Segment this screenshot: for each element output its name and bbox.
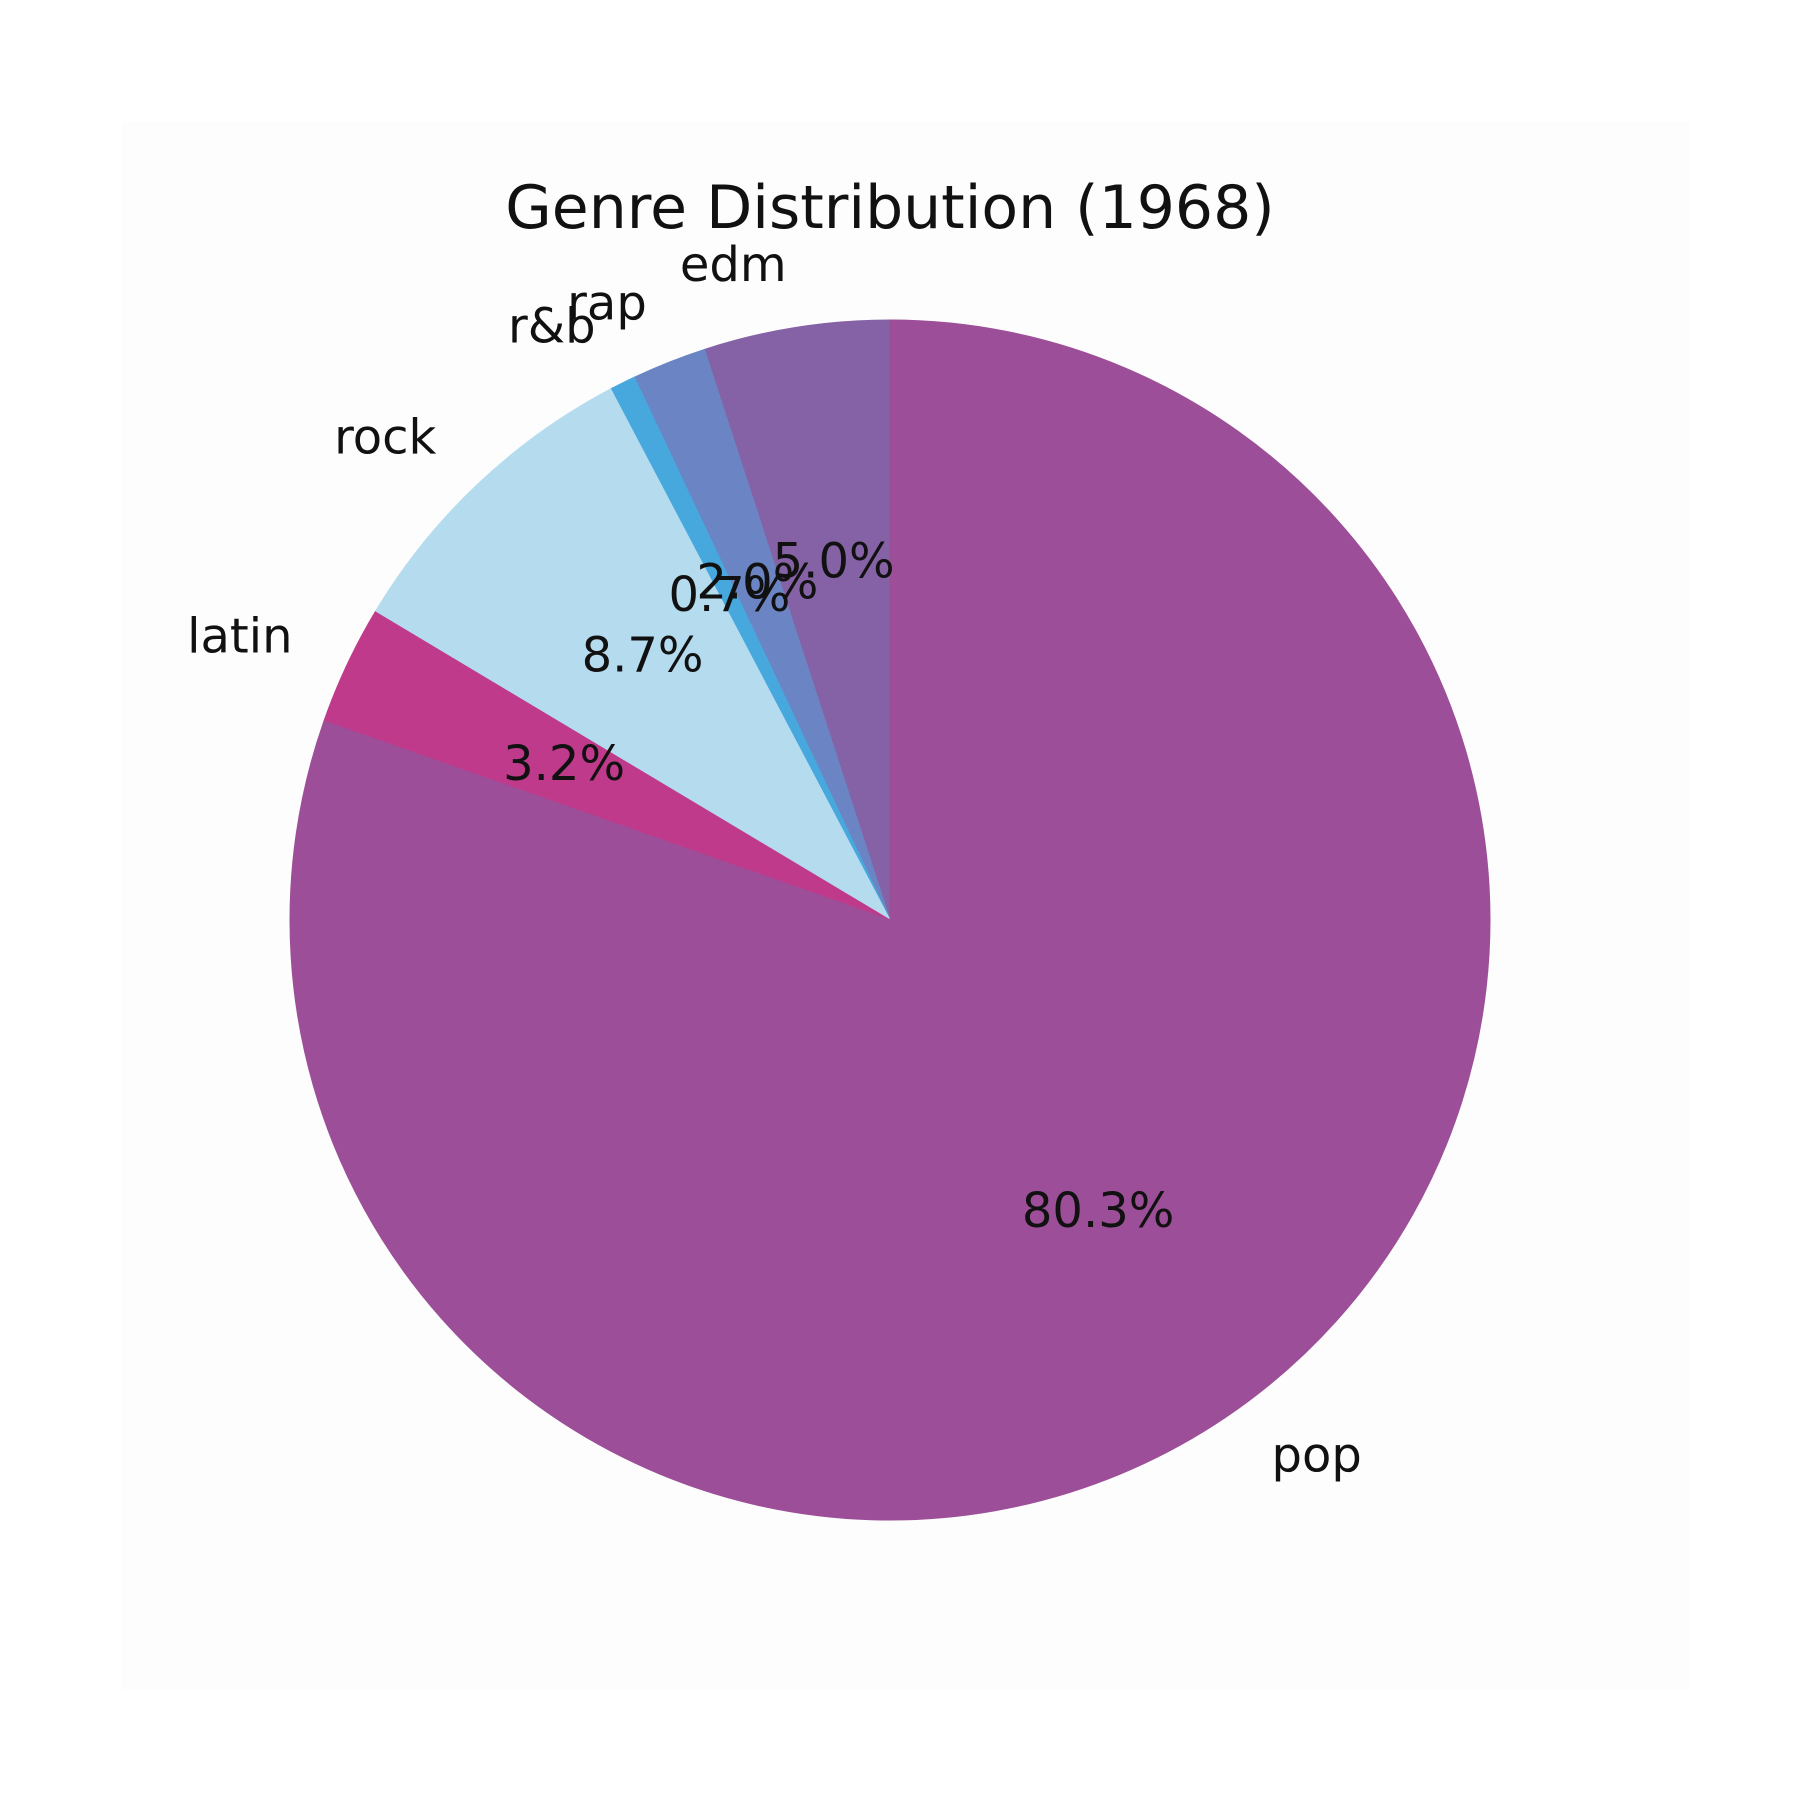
slice-label-pop: pop	[1272, 1428, 1362, 1484]
slice-label-randb: r&b	[508, 298, 596, 354]
pie-slice-pop	[289, 319, 1491, 1521]
pie-slices	[289, 319, 1491, 1521]
pie-slice-edm	[703, 319, 891, 921]
pct-label-pop: 80.3%	[1022, 1183, 1174, 1239]
pie-slice-rock	[374, 388, 892, 922]
pie-labels: edm 5.0% rap 2.0% r&b 0.7% rock 8.7% latin 3.2% po…	[187, 237, 1362, 1483]
chart-title: Genre Distribution (1968)	[505, 173, 1274, 243]
pct-label-rock: 8.7%	[582, 628, 704, 684]
pct-label-rap: 2.0%	[696, 554, 818, 610]
slice-label-latin: latin	[187, 609, 292, 665]
slice-label-edm: edm	[680, 237, 787, 293]
slice-label-rap: rap	[567, 275, 647, 331]
slice-label-rock: rock	[334, 410, 436, 466]
pct-label-randb: 0.7%	[668, 567, 790, 623]
pct-label-latin: 3.2%	[503, 736, 625, 792]
pct-label-edm: 5.0%	[773, 533, 895, 589]
